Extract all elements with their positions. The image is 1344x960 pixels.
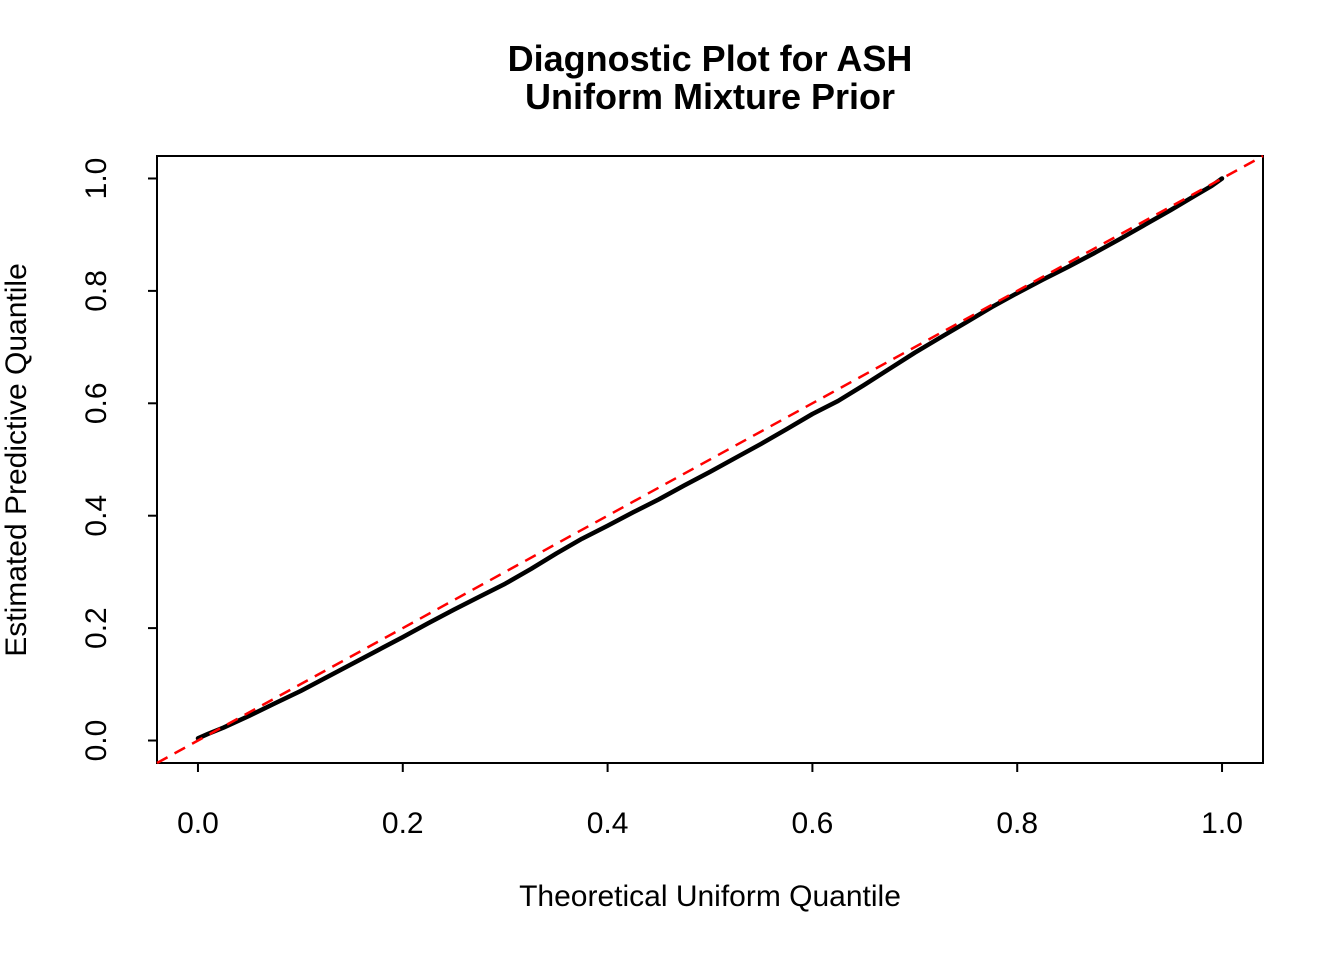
y-tick-label: 1.0: [80, 158, 113, 200]
reference-line-layer: [156, 154, 1264, 765]
y-tick-label: 0.4: [80, 495, 113, 537]
qq-curve-layer: [195, 176, 1225, 741]
x-tick-label: 1.0: [1201, 807, 1243, 840]
qq-curve: [195, 176, 1225, 741]
x-tick-label: 0.8: [996, 807, 1038, 840]
chart-title-line1: Diagnostic Plot for ASH: [507, 38, 913, 79]
x-tick-label: 0.6: [792, 807, 834, 840]
y-tick-label: 0.6: [80, 382, 113, 424]
x-axis-ticks: 0.0 0.2 0.4 0.6 0.8 1.0: [177, 763, 1243, 840]
x-tick-label: 0.0: [177, 807, 219, 840]
chart-title-line2: Uniform Mixture Prior: [524, 76, 896, 117]
y-tick-label: 0.0: [80, 720, 113, 762]
y-axis-ticks: 0.0 0.2 0.4 0.6 0.8 1.0: [80, 158, 157, 762]
y-tick-label: 0.8: [80, 270, 113, 312]
chart-title: Diagnostic Plot for ASH Uniform Mixture …: [157, 40, 1263, 116]
identity-reference-line: [156, 154, 1264, 765]
x-axis-title: Theoretical Uniform Quantile: [519, 880, 901, 913]
plot-box: [156, 155, 1264, 764]
x-tick-label: 0.2: [382, 807, 424, 840]
y-axis-title: Estimated Predictive Quantile: [0, 263, 33, 657]
x-tick-label: 0.4: [587, 807, 629, 840]
y-tick-label: 0.2: [80, 607, 113, 649]
